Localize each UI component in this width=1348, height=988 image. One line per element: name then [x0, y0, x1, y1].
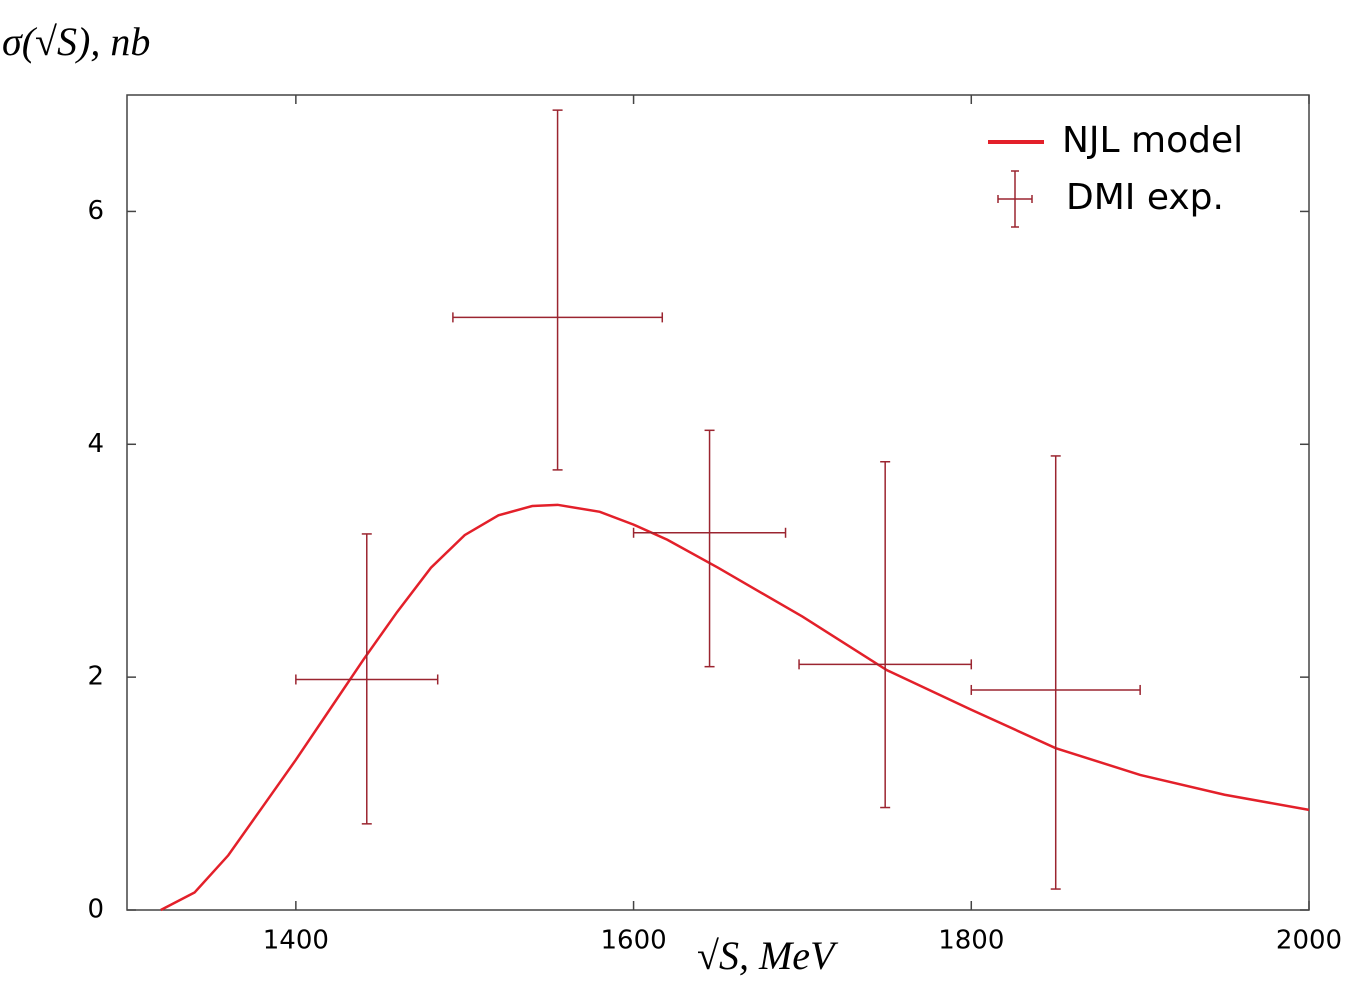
model-curve [160, 503, 1310, 912]
y-axis-label: σ(√S), nb [2, 19, 150, 64]
y-tick-label: 6 [87, 196, 104, 226]
plot-frame [126, 94, 1310, 911]
x-axis-label: √S, MeV [697, 933, 839, 978]
x-tick-label: 1800 [938, 926, 1004, 956]
y-tick-label: 0 [87, 895, 104, 925]
x-tick-label: 1400 [263, 926, 329, 956]
legend-label: DMI exp. [1066, 177, 1224, 218]
legend-label: NJL model [1062, 120, 1243, 161]
y-tick-label: 2 [87, 662, 104, 692]
x-tick-label: 2000 [1276, 926, 1342, 956]
y-tick-label: 4 [87, 429, 104, 459]
x-tick-label: 1600 [600, 926, 666, 956]
